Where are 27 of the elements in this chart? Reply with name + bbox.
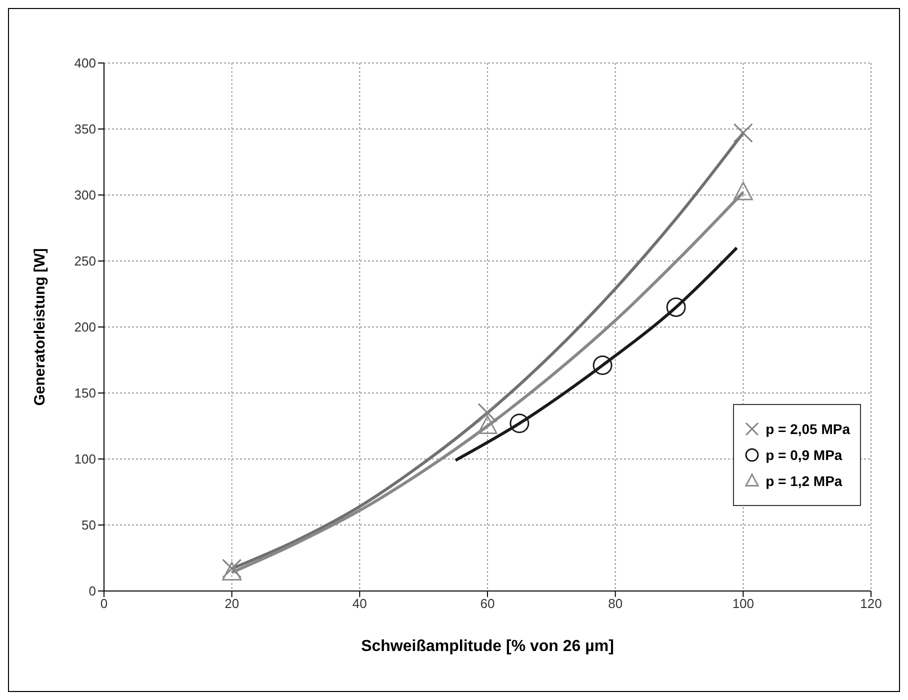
point: [478, 415, 498, 434]
legend-label: p = 2,05 MPa: [766, 421, 850, 437]
point: [592, 356, 612, 376]
y-tick-label: 350: [74, 122, 96, 137]
x-tick-label: 100: [732, 596, 754, 612]
y-tick-label: 400: [74, 56, 96, 71]
x-tick-label: 0: [100, 596, 108, 612]
y-tick-label: 50: [82, 518, 96, 533]
y-axis-title: Generatorleistung [W]: [31, 248, 48, 406]
y-tick-label: 0: [88, 584, 96, 599]
legend-label: p = 0,9 MPa: [766, 447, 842, 463]
point: [666, 297, 686, 317]
x-axis-title: Schweißamplitude [% von 26 µm]: [361, 638, 614, 655]
y-tick-label: 300: [74, 188, 96, 203]
y-tick-label: 250: [74, 254, 96, 269]
point: [733, 182, 753, 200]
legend-label: p = 1,2 MPa: [766, 473, 842, 489]
y-tick-label: 200: [74, 320, 96, 335]
x-tick-label: 120: [860, 596, 882, 612]
x-tick-label: 60: [480, 596, 495, 612]
x-tick-label: 20: [224, 596, 240, 612]
y-tick-label: 100: [74, 452, 96, 467]
x-tick-label: 80: [608, 596, 623, 612]
line-series: [454, 246, 738, 462]
point: [510, 414, 530, 434]
y-tick-label: 150: [74, 386, 96, 401]
x-tick-label: 40: [352, 596, 367, 612]
